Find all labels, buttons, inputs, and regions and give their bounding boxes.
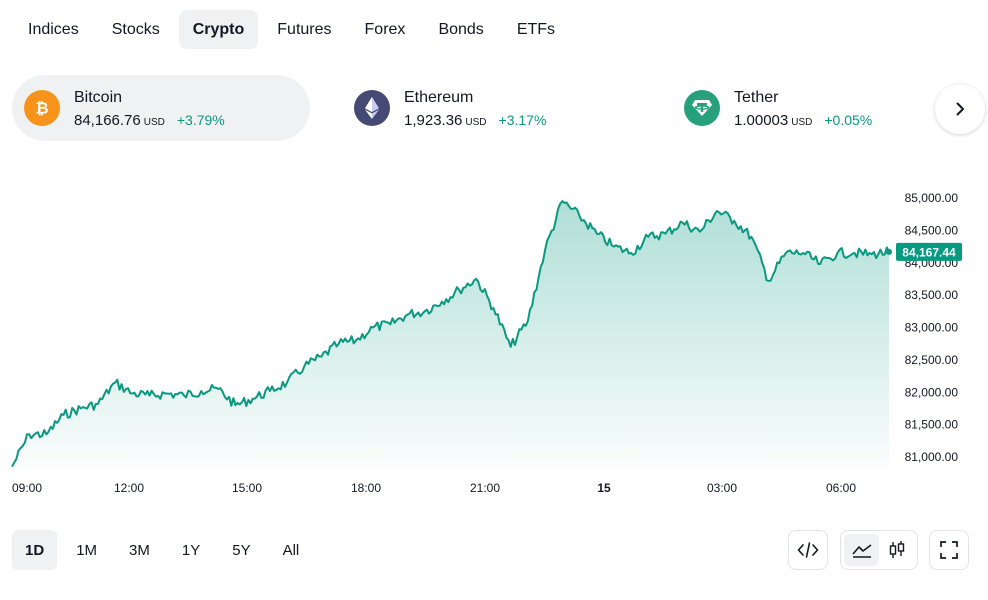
coin-name: Bitcoin — [74, 88, 123, 106]
chevron-right-icon — [956, 102, 964, 116]
tab-indices[interactable]: Indices — [28, 20, 79, 38]
y-tick-label: 83,000.00 — [905, 321, 959, 335]
last-price-badge — [896, 242, 962, 261]
range-5y[interactable]: 5Y — [232, 541, 251, 559]
x-tick-label: 09:00 — [12, 481, 42, 495]
market-tabs: Indices Stocks Crypto Futures Forex Bond… — [14, 10, 574, 49]
x-tick-label: 15 — [597, 481, 611, 495]
ticker-card-ethereum[interactable]: Ethereum 1,923.36 USD +3.17% — [342, 75, 622, 141]
coin-price: 1.00003 — [734, 111, 789, 129]
y-tick-label: 83,500.00 — [905, 288, 959, 302]
x-tick-label: 15:00 — [232, 481, 262, 495]
tab-crypto[interactable]: Crypto — [178, 10, 259, 49]
price-series-line — [11, 200, 890, 468]
range-1y[interactable]: 1Y — [181, 541, 201, 559]
area-chart-button[interactable] — [844, 534, 879, 566]
last-price-label: 84,167.44 — [902, 245, 956, 259]
y-tick-label: 84,500.00 — [905, 223, 959, 237]
next-button[interactable] — [935, 84, 985, 134]
area-chart-icon — [851, 544, 871, 558]
candles-icon — [889, 541, 904, 558]
coin-name: Ethereum — [404, 88, 474, 106]
chart-type-toggle — [840, 530, 918, 570]
tab-forex[interactable]: Forex — [364, 20, 406, 38]
coin-currency: USD — [465, 116, 487, 128]
tab-futures[interactable]: Futures — [277, 20, 332, 38]
range-1m[interactable]: 1M — [76, 541, 98, 559]
fullscreen-icon — [940, 541, 958, 559]
ethereum-icon — [354, 90, 390, 126]
y-tick-label: 81,500.00 — [905, 418, 959, 432]
coin-name: Tether — [734, 88, 779, 106]
coin-currency: USD — [143, 116, 165, 128]
tab-bonds[interactable]: Bonds — [438, 20, 484, 38]
price-chart-svg: 85,000.0084,500.0084,000.0083,500.0083,0… — [11, 191, 962, 495]
fullscreen-button[interactable] — [929, 530, 969, 570]
y-tick-label: 82,000.00 — [905, 385, 959, 399]
svg-text:₿: ₿ — [35, 99, 48, 118]
coin-change: +0.05% — [824, 111, 873, 128]
x-tick-label: 12:00 — [114, 481, 144, 495]
coin-change: +3.79% — [176, 111, 225, 128]
x-tick-label: 03:00 — [707, 481, 737, 495]
embed-button[interactable] — [788, 530, 828, 570]
tether-icon — [684, 90, 720, 126]
bitcoin-icon: ₿ — [24, 90, 60, 126]
coin-price: 1,923.36 — [404, 111, 463, 129]
x-tick-label: 21:00 — [470, 481, 500, 495]
tab-etfs[interactable]: ETFs — [516, 20, 556, 38]
ticker-card-bitcoin[interactable]: ₿ Bitcoin 84,166.76 USD +3.79% — [12, 75, 310, 141]
code-icon — [797, 542, 819, 558]
x-tick-label: 06:00 — [826, 481, 856, 495]
candles-chart-button[interactable] — [879, 534, 914, 566]
range-1d[interactable]: 1D — [12, 530, 58, 570]
price-chart[interactable]: 85,000.00 84,500.00 84,000.00 83,500.00 83,0… — [0, 160, 988, 505]
range-all[interactable]: All — [282, 541, 300, 559]
y-tick-label: 85,000.00 — [905, 191, 959, 205]
tab-stocks[interactable]: Stocks — [111, 20, 160, 38]
x-tick-label: 18:00 — [351, 481, 381, 495]
coin-change: +3.17% — [498, 111, 547, 128]
coin-price: 84,166.76 — [74, 111, 141, 129]
range-selector: 1D 1M 3M 1Y 5Y All — [12, 530, 318, 570]
ticker-card-tether[interactable]: Tether 1.00003 USD +0.05% — [672, 75, 932, 141]
y-tick-label: 81,000.00 — [905, 450, 959, 464]
ticker-cards: ₿ Bitcoin 84,166.76 USD +3.79% Ethereum … — [12, 75, 988, 141]
price-area-fill — [12, 201, 889, 467]
last-price-dot — [886, 248, 892, 255]
y-tick-label: 82,500.00 — [905, 353, 959, 367]
coin-currency: USD — [791, 116, 813, 128]
range-3m[interactable]: 3M — [129, 541, 150, 559]
